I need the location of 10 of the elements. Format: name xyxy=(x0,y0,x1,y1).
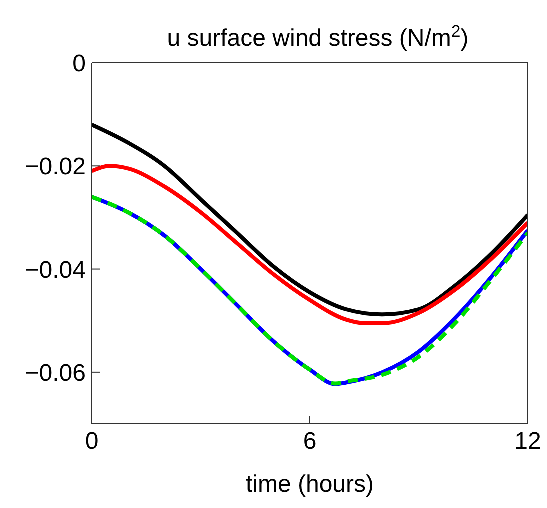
x-tick-label: 12 xyxy=(514,428,542,456)
line-series xyxy=(92,122,528,317)
x-axis-title: time (hours) xyxy=(246,471,374,498)
x-tick-label: 6 xyxy=(303,428,317,456)
line-series xyxy=(92,164,528,326)
chart-title: u surface wind stress (N/m$^{2}$) xyxy=(167,22,469,52)
y-tick-label: 0 xyxy=(72,50,86,78)
y-tick-label: −0.06 xyxy=(25,360,86,387)
y-tick-label: −0.04 xyxy=(25,256,86,284)
y-tick-label: −0.02 xyxy=(25,154,86,181)
